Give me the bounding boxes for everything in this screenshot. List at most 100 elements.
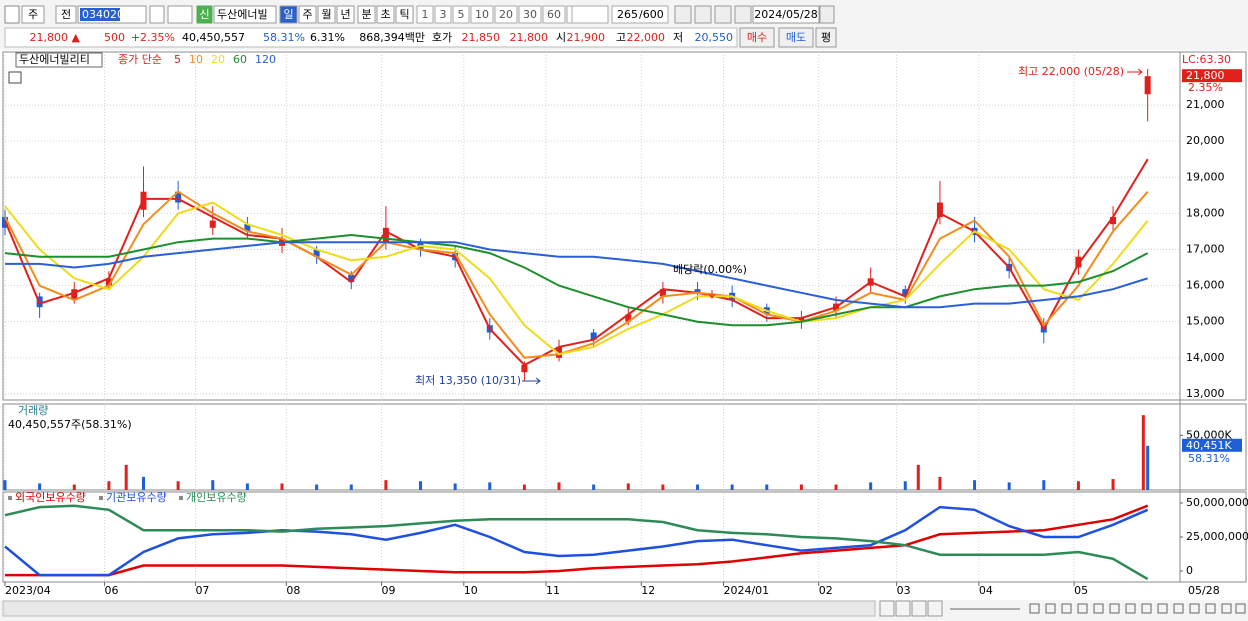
legend-marker [99, 496, 103, 500]
toolbar-box[interactable] [571, 5, 609, 24]
tool-icon[interactable] [1173, 603, 1184, 614]
toolbar-box [80, 8, 120, 21]
toolbar-box[interactable] [21, 5, 45, 24]
panel-frame [2, 403, 1247, 491]
volume-bar [315, 484, 319, 490]
volume-bar [903, 481, 907, 490]
tool-icon[interactable] [1109, 603, 1120, 614]
toolbar-box[interactable] [317, 5, 336, 24]
scroll-button[interactable] [895, 600, 911, 617]
tool-icon[interactable] [1235, 603, 1246, 614]
label[interactable]: 주 [302, 8, 312, 21]
candle-body [694, 289, 701, 293]
candle-body [71, 289, 78, 301]
volume-bar [869, 482, 873, 490]
label: 10 [475, 8, 489, 21]
volume-bar [1146, 445, 1150, 490]
x-end-label: 05/28 [1188, 584, 1220, 597]
legend-name: 두산에너빌리티 [19, 53, 90, 66]
side-label: 58.31% [1188, 452, 1230, 465]
toolbar-box[interactable] [4, 5, 20, 24]
toolbar-box[interactable] [494, 5, 518, 24]
label[interactable]: 년 [340, 8, 350, 21]
toolbar-box[interactable] [213, 5, 277, 24]
toolbar-box[interactable] [336, 5, 355, 24]
toolbar-box[interactable] [739, 27, 775, 48]
scrollbar[interactable] [2, 600, 876, 617]
toolbar-box[interactable] [542, 5, 566, 24]
toolbar-box[interactable] [694, 5, 712, 24]
side-label: LC:63.30 [1182, 53, 1231, 66]
toolbar-box[interactable] [434, 5, 452, 24]
tool-icon[interactable] [1029, 603, 1040, 614]
toolbar-box[interactable] [674, 5, 692, 24]
tool-icon[interactable] [1077, 603, 1088, 614]
label[interactable]: 초 [380, 8, 390, 21]
toolbar-box [4, 27, 738, 48]
tool-icon[interactable] [1221, 603, 1232, 614]
tool-icon[interactable] [1141, 603, 1152, 614]
toolbar-box[interactable] [778, 27, 814, 48]
label[interactable]: 월 [321, 8, 331, 21]
tool-icon[interactable] [1061, 603, 1072, 614]
volume-bar [938, 476, 942, 490]
scroll-button[interactable] [927, 600, 943, 617]
volume-bar [280, 483, 284, 490]
toolbar-box[interactable] [734, 5, 752, 24]
series-line [4, 190, 1149, 359]
label: 6.31% [310, 31, 345, 44]
toolbar-box[interactable] [279, 5, 298, 24]
toolbar-box[interactable] [167, 5, 193, 24]
scroll-button[interactable] [879, 600, 895, 617]
candle-body [1075, 256, 1082, 268]
x-tick-label: 07 [195, 584, 209, 597]
toolbar-box[interactable] [452, 5, 470, 24]
tool-icon[interactable] [1045, 603, 1056, 614]
toolbar-box[interactable] [714, 5, 732, 24]
toolbar-box[interactable] [819, 5, 835, 24]
volume-bar [1141, 415, 1145, 490]
tool-icon[interactable] [1093, 603, 1104, 614]
legend-entry: 외국인보유수량 [15, 491, 86, 504]
label: 21,900 [567, 31, 606, 44]
x-tick-label: 11 [546, 584, 560, 597]
toolbar-box[interactable] [518, 5, 542, 24]
label[interactable]: 평 [821, 31, 831, 44]
toolbar-box[interactable] [357, 5, 376, 24]
toolbar-box[interactable] [395, 5, 414, 24]
toolbar-box[interactable] [149, 5, 165, 24]
candle-body [521, 364, 528, 373]
toolbar-box[interactable] [376, 5, 395, 24]
y-tick-label: 50,000,000 [1186, 496, 1248, 509]
label[interactable]: 매수 [747, 31, 767, 44]
candle-body [902, 289, 909, 297]
legend-entry: 기관보유수량 [106, 491, 167, 504]
tool-icon[interactable] [1189, 603, 1200, 614]
annotation-arrow [708, 290, 716, 299]
label: 5 [458, 8, 465, 21]
toolbar-box[interactable] [815, 27, 837, 48]
volume-bar [1042, 480, 1046, 490]
volume-bar [973, 480, 977, 490]
toolbar-box[interactable] [470, 5, 494, 24]
volume-bar [730, 484, 734, 490]
label[interactable]: 매도 [786, 31, 806, 44]
grid-icon[interactable] [8, 71, 22, 84]
y-tick-label: 19,000 [1186, 170, 1225, 183]
toolbar-box[interactable] [298, 5, 317, 24]
tool-icon[interactable] [1157, 603, 1168, 614]
scroll-button[interactable] [911, 600, 927, 617]
tool-icon[interactable] [1125, 603, 1136, 614]
volume-bar [1007, 482, 1011, 490]
label[interactable]: 틱 [399, 8, 409, 21]
toolbar-box[interactable] [416, 5, 434, 24]
volume-bar [557, 482, 561, 490]
label[interactable]: 분 [361, 8, 371, 21]
series-line [4, 201, 1149, 356]
tool-icon[interactable] [1205, 603, 1216, 614]
series-line [4, 505, 1149, 577]
toolbar-box[interactable] [55, 5, 77, 24]
label: 58.31% [263, 31, 305, 44]
candle-body [936, 202, 943, 217]
label[interactable]: 일 [283, 7, 293, 21]
